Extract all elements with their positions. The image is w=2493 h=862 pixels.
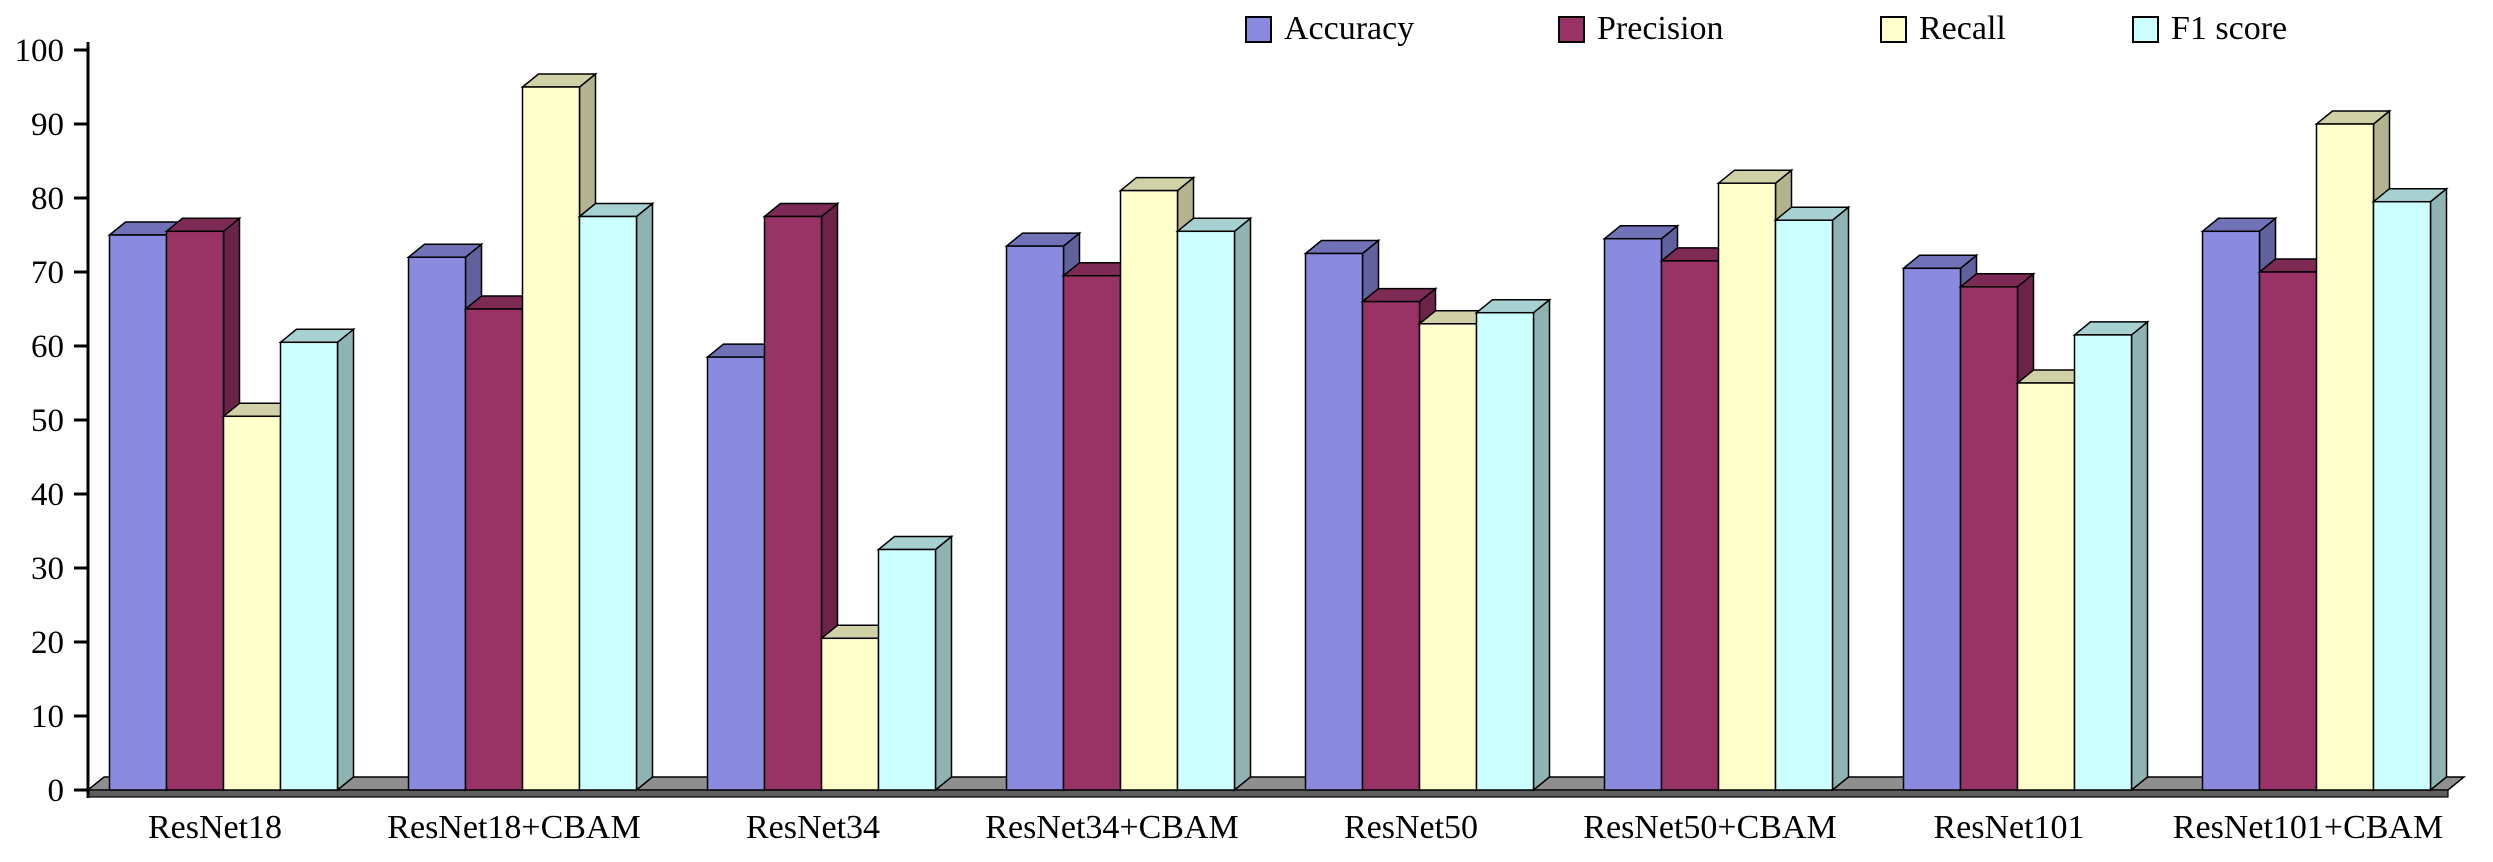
y-tick-label: 70: [31, 255, 64, 291]
legend-label-accuracy: Accuracy: [1284, 10, 1415, 47]
category-label: ResNet101+CBAM: [2173, 809, 2443, 846]
bar-accuracy: [1603, 237, 1663, 791]
bar-accuracy: [1005, 245, 1065, 791]
bar-accuracy: [706, 356, 766, 791]
bar-recall: [222, 415, 282, 791]
precision-swatch-icon: [1558, 15, 1585, 43]
recall-swatch-icon: [1880, 15, 1907, 43]
y-tick-label: 40: [31, 477, 64, 513]
bar-side-face: [336, 327, 355, 792]
bar-f1-score: [279, 341, 339, 791]
accuracy-swatch-icon: [1245, 15, 1272, 43]
bar-recall: [820, 637, 880, 791]
y-tick-label: 60: [31, 329, 64, 365]
legend-label-f1: F1 score: [2171, 10, 2288, 47]
bar-precision: [1959, 286, 2019, 791]
y-tick-label: 50: [31, 403, 64, 439]
legend: Accuracy Precision Recall F1 score: [0, 10, 2493, 60]
bar-precision: [763, 215, 823, 791]
category-label: ResNet18+CBAM: [387, 809, 640, 846]
bar-side-face: [1532, 298, 1551, 792]
legend-item-accuracy: Accuracy: [1245, 10, 1414, 48]
category-label: ResNet50+CBAM: [1583, 809, 1836, 846]
bar-precision: [1660, 260, 1720, 791]
chart-floor-front: [87, 789, 2449, 798]
bar-f1-score: [1475, 311, 1535, 791]
bar-precision: [1361, 300, 1421, 791]
bar-accuracy: [2201, 230, 2261, 791]
bar-accuracy: [1902, 267, 1962, 791]
y-tick-label: 30: [31, 551, 64, 587]
bar-f1-score: [2073, 334, 2133, 791]
bar-side-face: [1233, 216, 1252, 792]
bar-recall: [2016, 382, 2076, 791]
legend-item-f1: F1 score: [2132, 10, 2287, 48]
bar-accuracy: [407, 256, 467, 791]
bar-f1-score: [578, 215, 638, 791]
bar-recall: [1717, 182, 1777, 791]
category-label: ResNet34: [746, 809, 880, 846]
category-label: ResNet34+CBAM: [985, 809, 1238, 846]
y-tick-label: 20: [31, 625, 64, 661]
bar-side-face: [2429, 187, 2448, 792]
bar-precision: [464, 308, 524, 791]
legend-item-recall: Recall: [1880, 10, 2006, 48]
category-label: ResNet101: [1933, 809, 2084, 846]
bar-side-face: [1831, 205, 1850, 792]
y-tick-label: 0: [48, 773, 65, 809]
bar-precision: [165, 230, 225, 791]
bar-side-face: [2130, 320, 2149, 792]
bar-f1-score: [2372, 200, 2432, 791]
y-tick-label: 100: [15, 33, 65, 69]
legend-item-precision: Precision: [1558, 10, 1724, 48]
bar-side-face: [934, 534, 953, 792]
bar-accuracy: [108, 234, 168, 791]
bar-f1-score: [1176, 230, 1236, 791]
legend-label-recall: Recall: [1919, 10, 2006, 47]
bar-recall: [1418, 323, 1478, 791]
bar-recall: [2315, 123, 2375, 791]
category-label: ResNet18: [148, 809, 282, 846]
bar-recall: [521, 86, 581, 791]
bar-f1-score: [1774, 219, 1834, 791]
bar-accuracy: [1304, 252, 1364, 791]
bar-precision: [2258, 271, 2318, 791]
f1-swatch-icon: [2132, 15, 2159, 43]
y-tick-label: 10: [31, 699, 64, 735]
y-tick-label: 90: [31, 107, 64, 143]
bar-precision: [1062, 274, 1122, 791]
category-label: ResNet50: [1344, 809, 1478, 846]
bar-side-face: [635, 201, 654, 792]
bar-f1-score: [877, 548, 937, 791]
legend-label-precision: Precision: [1597, 10, 1724, 47]
bar-recall: [1119, 189, 1179, 791]
y-tick-label: 80: [31, 181, 64, 217]
